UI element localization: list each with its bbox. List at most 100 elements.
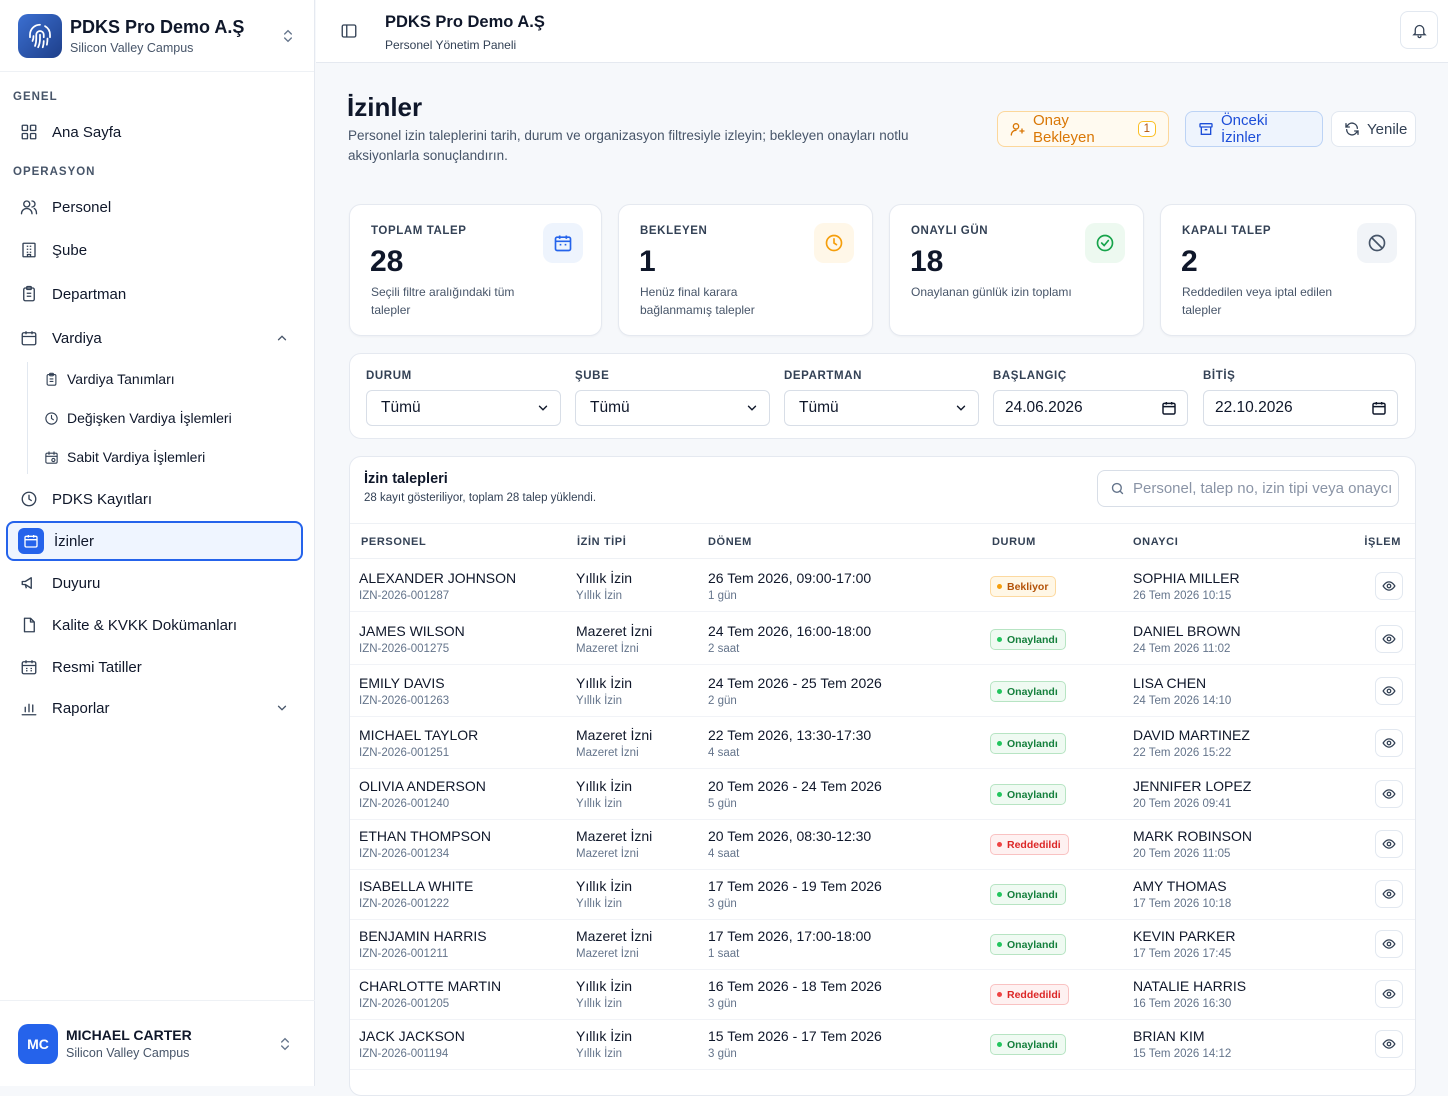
leave-period: 16 Tem 2026 - 18 Tem 2026	[708, 978, 882, 994]
eye-icon	[1382, 632, 1396, 646]
view-details-button[interactable]	[1375, 729, 1403, 757]
leave-requests-table: İzin talepleri 28 kayıt gösteriliyor, to…	[349, 456, 1416, 1096]
clipboard-icon	[44, 372, 59, 387]
eye-icon	[1382, 787, 1396, 801]
calendar-icon[interactable]	[1371, 400, 1387, 416]
megaphone-icon	[20, 574, 38, 592]
sidebar-item-department[interactable]: Departman	[6, 274, 303, 314]
sidebar-item-announcements[interactable]: Duyuru	[6, 563, 303, 603]
notifications-button[interactable]	[1400, 11, 1438, 49]
table-row[interactable]: JACK JACKSON IZN-2026-001194 Yıllık İzin Yı…	[350, 1018, 1415, 1070]
check-circle-icon	[1085, 223, 1125, 263]
view-details-button[interactable]	[1375, 677, 1403, 705]
building-icon	[20, 241, 38, 259]
sidebar-item-holidays[interactable]: Resmi Tatiller	[6, 647, 303, 687]
stat-label: BEKLEYEN	[640, 225, 708, 237]
branch-select[interactable]: Tümü	[575, 390, 770, 426]
sidebar-subitem-shift-definitions[interactable]: Vardiya Tanımları	[44, 362, 175, 396]
end-date-input[interactable]: 22.10.2026	[1203, 390, 1398, 426]
view-details-button[interactable]	[1375, 625, 1403, 653]
column-header-personnel[interactable]: PERSONEL	[361, 536, 427, 548]
request-id: IZN-2026-001251	[359, 747, 450, 759]
user-name: MICHAEL CARTER	[66, 1027, 192, 1043]
status-text: Onaylandı	[1007, 737, 1058, 750]
stat-description: Reddedilen veya iptal edilen talepler	[1182, 285, 1333, 317]
bar-chart-icon	[20, 699, 38, 717]
view-details-button[interactable]	[1375, 880, 1403, 908]
table-row[interactable]: ISABELLA WHITE IZN-2026-001222 Yıllık İzin…	[350, 868, 1415, 920]
status-badge: Onaylandı	[990, 934, 1066, 955]
clock-icon	[814, 223, 854, 263]
sidebar-item-label: PDKS Kayıtları	[52, 490, 153, 508]
stat-label: ONAYLI GÜN	[911, 225, 989, 237]
approval-time: 20 Tem 2026 09:41	[1133, 798, 1232, 810]
view-details-button[interactable]	[1375, 980, 1403, 1008]
table-row[interactable]: ALEXANDER JOHNSON IZN-2026-001287 Yıllık İ…	[350, 560, 1415, 612]
stat-value: 18	[910, 245, 944, 278]
table-row[interactable]: BENJAMIN HARRIS IZN-2026-001211 Mazeret İz…	[350, 918, 1415, 970]
search-input[interactable]	[1133, 480, 1393, 497]
view-details-button[interactable]	[1375, 1030, 1403, 1058]
personnel-name: ALEXANDER JOHNSON	[359, 570, 517, 586]
workspace-switcher[interactable]: PDKS Pro Demo A.Ş Silicon Valley Campus	[0, 0, 314, 72]
personnel-name: ETHAN THOMPSON	[359, 828, 491, 844]
search-box[interactable]	[1097, 470, 1399, 507]
sidebar-item-pdks-records[interactable]: PDKS Kayıtları	[6, 479, 303, 519]
sidebar-item-home[interactable]: Ana Sayfa	[6, 112, 303, 152]
column-header-approver[interactable]: ONAYCI	[1133, 536, 1179, 548]
view-details-button[interactable]	[1375, 572, 1403, 600]
leave-duration: 3 gün	[708, 898, 737, 910]
view-details-button[interactable]	[1375, 830, 1403, 858]
refresh-button[interactable]: Yenile	[1331, 111, 1416, 147]
approver-name: AMY THOMAS	[1133, 878, 1227, 894]
sidebar-item-shift[interactable]: Vardiya	[6, 318, 303, 358]
leave-duration: 3 gün	[708, 1048, 737, 1060]
sidebar-item-personnel[interactable]: Personel	[6, 187, 303, 227]
past-leaves-button[interactable]: Önceki İzinler	[1185, 111, 1323, 147]
filter-bar: DURUM Tümü ŞUBE Tümü DEPARTMAN Tümü BAŞL…	[349, 353, 1416, 439]
table-row[interactable]: CHARLOTTE MARTIN IZN-2026-001205 Yıllık İz…	[350, 968, 1415, 1020]
sidebar-item-label: Kalite & KVKK Dokümanları	[52, 616, 238, 634]
status-text: Onaylandı	[1007, 788, 1058, 801]
status-text: Onaylandı	[1007, 685, 1058, 698]
submenu-tree-line	[27, 362, 28, 474]
sidebar-item-label: Ana Sayfa	[52, 123, 122, 141]
sidebar-subitem-variable-shift[interactable]: Değişken Vardiya İşlemleri	[44, 401, 232, 435]
status-select[interactable]: Tümü	[366, 390, 561, 426]
table-row[interactable]: ETHAN THOMPSON IZN-2026-001234 Mazeret İzn…	[350, 818, 1415, 870]
filter-end-date: BİTİŞ 22.10.2026	[1203, 368, 1398, 426]
filter-branch: ŞUBE Tümü	[575, 368, 770, 426]
leave-duration: 1 gün	[708, 590, 737, 602]
column-header-status[interactable]: DURUM	[992, 536, 1036, 548]
leave-type-sub: Mazeret İzni	[576, 643, 639, 655]
approval-time: 24 Tem 2026 11:02	[1133, 643, 1231, 655]
sidebar-subitem-fixed-shift[interactable]: Sabit Vardiya İşlemleri	[44, 440, 205, 474]
approval-time: 26 Tem 2026 10:15	[1133, 590, 1232, 602]
table-row[interactable]: EMILY DAVIS IZN-2026-001263 Yıllık İzin Yıl…	[350, 665, 1415, 717]
pending-approvals-button[interactable]: Onay Bekleyen 1	[997, 111, 1169, 147]
table-row[interactable]: MICHAEL TAYLOR IZN-2026-001251 Mazeret İzn…	[350, 717, 1415, 769]
leave-type: Yıllık İzin	[576, 778, 633, 794]
filter-label: DURUM	[366, 370, 412, 382]
sidebar-item-label: Vardiya	[52, 329, 102, 347]
sidebar-item-reports[interactable]: Raporlar	[6, 688, 303, 728]
sidebar-item-branch[interactable]: Şube	[6, 230, 303, 270]
sidebar-item-leaves[interactable]: İzinler	[6, 521, 303, 561]
sidebar-item-label: Departman	[52, 285, 127, 303]
calendar-icon[interactable]	[1161, 400, 1177, 416]
start-date-input[interactable]: 24.06.2026	[993, 390, 1188, 426]
table-row[interactable]: OLIVIA ANDERSON IZN-2026-001240 Yıllık İzi…	[350, 768, 1415, 820]
page-description: Personel izin taleplerini tarih, durum v…	[348, 128, 909, 163]
department-select[interactable]: Tümü	[784, 390, 979, 426]
view-details-button[interactable]	[1375, 930, 1403, 958]
user-menu[interactable]: MC MICHAEL CARTER Silicon Valley Campus	[0, 1000, 315, 1086]
sidebar-toggle-icon[interactable]	[340, 22, 358, 40]
column-header-leave-type[interactable]: İZİN TİPİ	[577, 536, 627, 548]
view-details-button[interactable]	[1375, 780, 1403, 808]
leave-type: Mazeret İzni	[576, 623, 653, 639]
request-id: IZN-2026-001194	[359, 1048, 449, 1060]
table-row[interactable]: JAMES WILSON IZN-2026-001275 Mazeret İzni M…	[350, 613, 1415, 665]
column-header-period[interactable]: DÖNEM	[708, 536, 752, 548]
request-id: IZN-2026-001287	[359, 590, 450, 602]
sidebar-item-quality-docs[interactable]: Kalite & KVKK Dokümanları	[6, 605, 303, 645]
